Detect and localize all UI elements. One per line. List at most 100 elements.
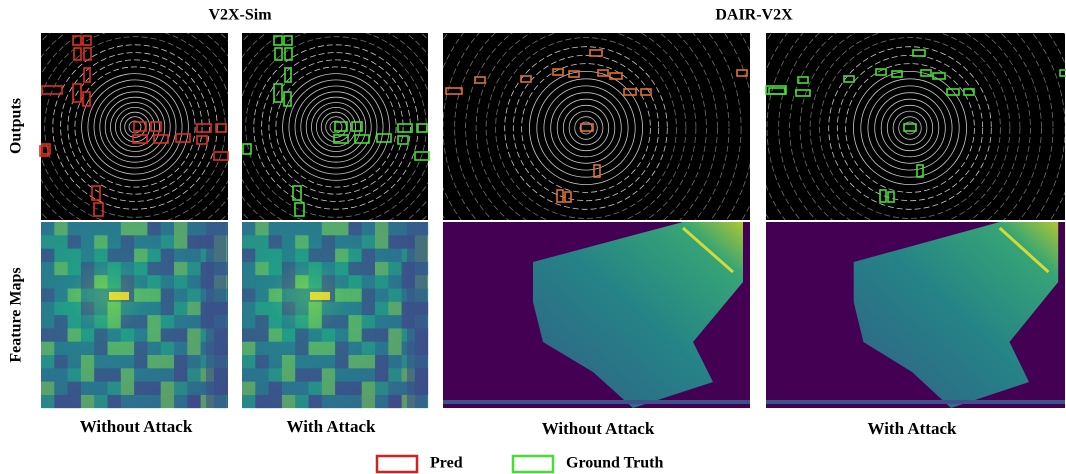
feature-cell bbox=[81, 262, 94, 275]
feature-cell bbox=[174, 395, 187, 408]
feature-cell bbox=[348, 289, 361, 302]
feature-cell bbox=[322, 355, 335, 368]
feature-cell bbox=[94, 355, 107, 368]
feature-cell bbox=[269, 342, 282, 355]
feature-cell bbox=[348, 262, 361, 275]
feature-cell bbox=[147, 235, 160, 248]
feature-cell bbox=[269, 275, 282, 288]
feature-cell bbox=[348, 222, 361, 235]
feature-cell bbox=[161, 368, 174, 381]
feature-cell bbox=[322, 249, 335, 262]
legend-label: Ground Truth bbox=[566, 455, 663, 472]
feature-cell bbox=[282, 249, 295, 262]
feature-cell bbox=[187, 275, 200, 288]
feature-cell bbox=[134, 222, 147, 235]
feature-cell bbox=[309, 382, 322, 395]
feature-cell bbox=[375, 289, 388, 302]
feature-cell bbox=[335, 289, 348, 302]
feature-cell bbox=[282, 342, 295, 355]
feature-cell bbox=[134, 355, 147, 368]
feature-cell bbox=[187, 355, 200, 368]
feature-cell bbox=[81, 249, 94, 262]
feature-cell bbox=[335, 328, 348, 341]
feature-cell bbox=[147, 262, 160, 275]
feature-cell bbox=[362, 368, 375, 381]
feature-cell bbox=[375, 302, 388, 315]
feature-cell bbox=[348, 355, 361, 368]
feature-cell bbox=[174, 262, 187, 275]
feature-cell bbox=[269, 382, 282, 395]
feature-cell bbox=[335, 222, 348, 235]
feature-cell bbox=[242, 235, 255, 248]
feature-cell bbox=[108, 342, 121, 355]
feature-cell bbox=[147, 275, 160, 288]
feature-cell bbox=[348, 315, 361, 328]
feature-cell bbox=[388, 275, 401, 288]
feature-cell bbox=[94, 275, 107, 288]
feature-cell bbox=[242, 368, 255, 381]
feature-cell bbox=[54, 395, 67, 408]
feature-cell bbox=[147, 395, 160, 408]
feature-cell bbox=[269, 302, 282, 315]
feature-cell bbox=[121, 382, 134, 395]
feature-cell bbox=[161, 275, 174, 288]
feature-cell bbox=[94, 302, 107, 315]
feature-cell bbox=[41, 235, 54, 248]
feature-cell bbox=[242, 395, 255, 408]
feature-cell bbox=[309, 302, 322, 315]
feature-cell bbox=[134, 289, 147, 302]
feature-cell bbox=[322, 275, 335, 288]
feature-cell bbox=[375, 395, 388, 408]
feature-cell bbox=[41, 315, 54, 328]
feature-cell bbox=[335, 342, 348, 355]
feature-cell bbox=[174, 315, 187, 328]
feature-cell bbox=[322, 235, 335, 248]
feature-cell bbox=[54, 262, 67, 275]
feature-cell bbox=[375, 315, 388, 328]
feature-cell bbox=[187, 289, 200, 302]
feature-cell bbox=[282, 235, 295, 248]
feature-cell bbox=[255, 355, 268, 368]
feature-cell bbox=[282, 315, 295, 328]
feature-cell bbox=[309, 222, 322, 235]
feature-cell bbox=[161, 289, 174, 302]
feature-cell bbox=[94, 235, 107, 248]
feature-cell bbox=[161, 342, 174, 355]
feature-cell bbox=[174, 368, 187, 381]
feature-cell bbox=[94, 342, 107, 355]
feature-cell bbox=[335, 368, 348, 381]
feature-cell bbox=[362, 315, 375, 328]
feature-cell bbox=[54, 315, 67, 328]
feature-cell bbox=[41, 275, 54, 288]
feature-cell bbox=[282, 328, 295, 341]
feature-cell bbox=[121, 355, 134, 368]
feature-cell bbox=[41, 395, 54, 408]
feature-cell bbox=[174, 275, 187, 288]
feature-cell bbox=[187, 302, 200, 315]
feature-cell bbox=[255, 382, 268, 395]
feature-cell bbox=[54, 249, 67, 262]
feature-cell bbox=[68, 262, 81, 275]
row-label: Outputs bbox=[8, 98, 25, 154]
feature-cell bbox=[161, 235, 174, 248]
feature-cell bbox=[68, 235, 81, 248]
feature-cell bbox=[335, 275, 348, 288]
feature-cell bbox=[322, 368, 335, 381]
feature-cell bbox=[388, 395, 401, 408]
feature-stripe bbox=[206, 222, 226, 408]
feature-cell bbox=[161, 262, 174, 275]
feature-cell bbox=[242, 355, 255, 368]
feature-cell bbox=[41, 289, 54, 302]
feature-cell bbox=[309, 275, 322, 288]
feature-cell bbox=[134, 315, 147, 328]
feature-cell bbox=[41, 342, 54, 355]
feature-cell bbox=[108, 328, 121, 341]
feature-cell bbox=[81, 222, 94, 235]
feature-cell bbox=[362, 275, 375, 288]
feature-cell bbox=[269, 249, 282, 262]
feature-cell bbox=[362, 382, 375, 395]
feature-cell bbox=[68, 395, 81, 408]
feature-cell bbox=[295, 222, 308, 235]
feature-cell bbox=[322, 382, 335, 395]
feature-cell bbox=[174, 382, 187, 395]
